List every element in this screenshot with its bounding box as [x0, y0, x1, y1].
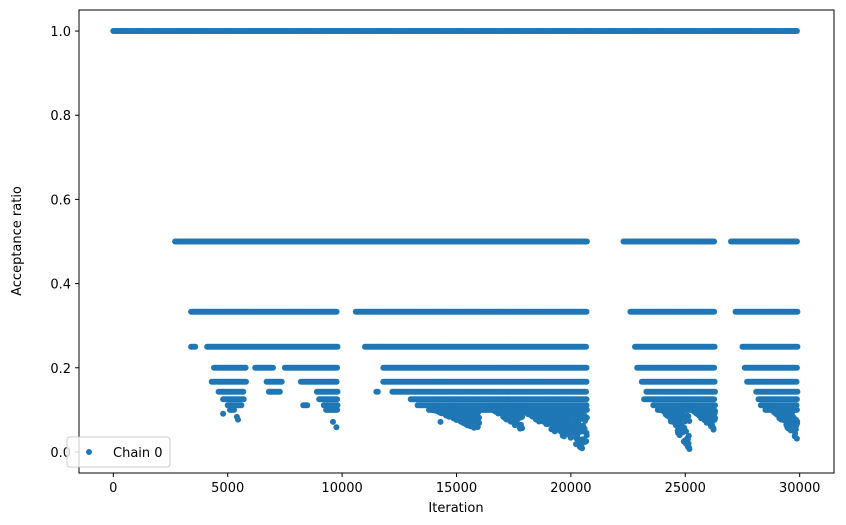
data-point: [583, 402, 590, 409]
data-point: [270, 364, 276, 371]
data-point: [583, 432, 590, 439]
data-point: [579, 445, 586, 452]
data-point: [686, 446, 693, 452]
data-point: [787, 427, 794, 434]
data-point: [712, 388, 718, 395]
y-tick-label: 0.0: [50, 446, 71, 461]
data-point: [243, 378, 249, 385]
data-point: [278, 378, 285, 385]
data-point: [334, 388, 341, 395]
y-axis-label: Acceptance ratio: [10, 186, 25, 296]
data-point: [711, 238, 718, 245]
data-point: [240, 388, 247, 395]
data-point: [711, 364, 718, 371]
data-point: [567, 434, 574, 441]
data-point: [793, 364, 800, 371]
data-point: [793, 406, 800, 413]
data-point: [583, 308, 590, 315]
data-point: [333, 378, 340, 385]
data-point: [684, 406, 691, 413]
data-point: [242, 364, 249, 371]
data-point: [220, 410, 227, 417]
data-point: [794, 308, 801, 315]
data-point: [583, 343, 589, 350]
data-point: [583, 364, 590, 371]
y-tick-label: 1.0: [50, 25, 71, 40]
x-tick-label: 15000: [436, 481, 477, 496]
legend-frame: [66, 436, 171, 468]
data-point: [793, 28, 800, 34]
data-point: [794, 388, 801, 395]
data-point: [583, 388, 589, 395]
data-point: [583, 414, 590, 421]
x-tick-label: 20000: [550, 481, 591, 496]
data-point: [276, 388, 283, 395]
data-point: [711, 378, 718, 385]
y-tick-label: 0.4: [50, 278, 71, 293]
x-tick-label: 10000: [321, 481, 362, 496]
data-point: [583, 396, 590, 403]
data-point: [793, 402, 800, 409]
data-point: [711, 396, 718, 403]
data-point: [240, 396, 247, 403]
data-point: [238, 402, 245, 409]
x-axis-label: Iteration: [428, 501, 483, 516]
data-point: [583, 438, 590, 445]
data-point: [519, 425, 526, 432]
data-point: [793, 435, 800, 442]
data-point: [334, 364, 341, 371]
data-point: [583, 378, 590, 385]
data-point: [711, 308, 718, 315]
data-point: [683, 428, 689, 435]
data-point: [794, 418, 801, 425]
data-point: [334, 402, 341, 409]
data-point: [231, 406, 238, 413]
data-point: [711, 416, 718, 423]
data-point: [330, 418, 336, 425]
y-tick-label: 0.8: [50, 109, 71, 124]
x-tick-label: 25000: [665, 481, 706, 496]
data-point: [192, 343, 199, 350]
data-point: [437, 418, 444, 425]
axis-ticks: 0 5000 10000 15000 20000 25000 30000 0.0 0.2 0.4 0…: [50, 25, 820, 496]
y-tick-label: 0.6: [50, 193, 71, 208]
x-tick-label: 30000: [779, 481, 820, 496]
x-tick-label: 5000: [211, 481, 244, 496]
data-point: [475, 409, 482, 416]
data-point: [793, 378, 800, 385]
data-point: [475, 419, 482, 426]
data-points: [110, 28, 801, 452]
legend: Chain 0: [66, 436, 171, 468]
data-point: [793, 238, 800, 245]
data-point: [583, 238, 590, 245]
data-point: [685, 413, 692, 420]
data-point: [557, 407, 564, 414]
data-point: [333, 424, 340, 431]
data-point: [712, 402, 718, 409]
data-point: [374, 388, 381, 395]
data-point: [304, 402, 311, 409]
data-point: [686, 418, 693, 424]
data-point: [788, 409, 795, 416]
data-point: [334, 406, 341, 413]
data-point: [519, 413, 526, 420]
legend-marker: [86, 449, 92, 455]
data-point: [235, 416, 241, 423]
data-point: [476, 414, 482, 421]
data-point: [333, 308, 340, 315]
data-point: [685, 432, 692, 439]
data-point: [711, 410, 718, 416]
data-point: [711, 343, 718, 350]
data-point: [334, 396, 341, 403]
y-tick-label: 0.2: [50, 362, 71, 377]
x-tick-label: 0: [109, 481, 117, 496]
data-point: [793, 396, 800, 403]
data-point: [334, 343, 341, 350]
data-point: [710, 425, 717, 432]
data-point: [794, 343, 801, 350]
legend-label-chain-0: Chain 0: [113, 446, 163, 461]
